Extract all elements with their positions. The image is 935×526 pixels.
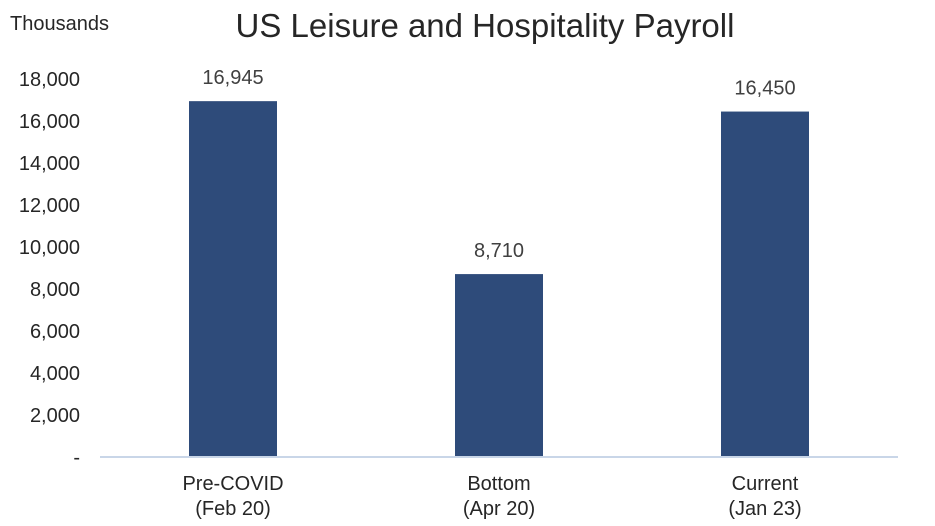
- y-tick-label: 2,000: [30, 405, 80, 427]
- y-axis: - 2,000 4,000 6,000 8,000 10,000 12,000 14,000 1…: [19, 69, 80, 469]
- data-label: 16,450: [734, 78, 795, 100]
- y-tick-label: 10,000: [19, 237, 80, 259]
- data-label: 16,945: [202, 67, 263, 89]
- units-label: Thousands: [10, 13, 109, 35]
- x-tick-label: Current: [732, 473, 799, 495]
- x-tick-label: (Feb 20): [195, 498, 271, 520]
- y-tick-label: 16,000: [19, 111, 80, 133]
- x-axis: Pre-COVID (Feb 20) Bottom (Apr 20) Current (J…: [182, 473, 801, 520]
- y-tick-label: -: [73, 447, 80, 469]
- y-tick-label: 4,000: [30, 363, 80, 385]
- bar: [721, 111, 809, 458]
- bar: [455, 274, 543, 457]
- data-label: 8,710: [474, 240, 524, 262]
- bar: [189, 101, 277, 457]
- y-tick-label: 18,000: [19, 69, 80, 91]
- bars: 16,945 8,710 16,450: [189, 67, 809, 458]
- chart-title: US Leisure and Hospitality Payroll: [236, 7, 735, 44]
- x-tick-label: Bottom: [467, 473, 530, 495]
- y-tick-label: 14,000: [19, 153, 80, 175]
- y-tick-label: 6,000: [30, 321, 80, 343]
- y-tick-label: 8,000: [30, 279, 80, 301]
- x-tick-label: Pre-COVID: [182, 473, 283, 495]
- y-tick-label: 12,000: [19, 195, 80, 217]
- x-tick-label: (Apr 20): [463, 498, 535, 520]
- x-tick-label: (Jan 23): [728, 498, 801, 520]
